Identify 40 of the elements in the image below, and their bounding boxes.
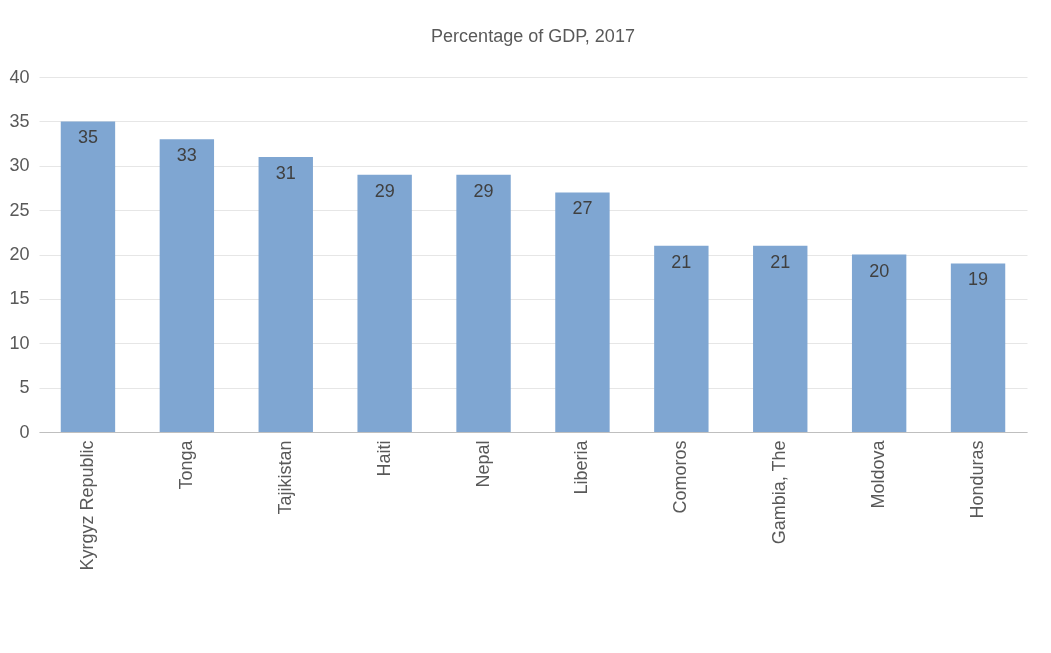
- data-label: 35: [77, 127, 98, 148]
- y-tick-label: 15: [9, 288, 30, 309]
- data-label: 29: [473, 180, 494, 201]
- bar: [950, 263, 1006, 432]
- data-label: 19: [968, 269, 989, 290]
- chart-title: Percentage of GDP, 2017: [431, 26, 635, 46]
- y-tick-label: 30: [9, 155, 30, 176]
- bar: [654, 245, 709, 432]
- y-tick-label: 20: [9, 244, 30, 264]
- y-tick-label: 10: [9, 332, 30, 353]
- data-label: 21: [770, 251, 791, 272]
- y-tick-label: 5: [19, 377, 30, 398]
- x-tick-label: Tajikistan: [274, 440, 295, 515]
- y-tick-label: 0: [19, 421, 30, 442]
- bar: [555, 192, 610, 432]
- bar: [258, 156, 313, 432]
- x-tick-label: Kyrgyz Republic: [76, 440, 97, 571]
- x-tick-label: Liberia: [571, 439, 592, 495]
- x-tick-label: Comoros: [670, 440, 691, 514]
- x-tick-label: Nepal: [472, 440, 493, 488]
- data-label: 29: [374, 180, 395, 201]
- x-tick-label: Haiti: [373, 440, 394, 477]
- bar: [851, 254, 907, 432]
- bar: [60, 121, 116, 432]
- data-label: 33: [176, 145, 197, 166]
- y-tick-label: 25: [9, 199, 30, 220]
- x-tick-label: Moldova: [868, 439, 889, 509]
- bar: [357, 174, 412, 432]
- data-label: 21: [671, 251, 692, 272]
- y-tick-label: 35: [9, 110, 30, 131]
- y-tick-label: 40: [9, 66, 30, 87]
- x-tick-label: Gambia, The: [769, 440, 790, 545]
- x-tick-label: Honduras: [967, 440, 988, 519]
- data-label: 27: [572, 198, 593, 219]
- bar: [456, 174, 511, 432]
- bar: [159, 139, 215, 432]
- data-label: 20: [869, 260, 890, 281]
- data-label: 31: [275, 162, 296, 183]
- x-tick-label: Tonga: [175, 439, 196, 490]
- bar: [753, 245, 808, 432]
